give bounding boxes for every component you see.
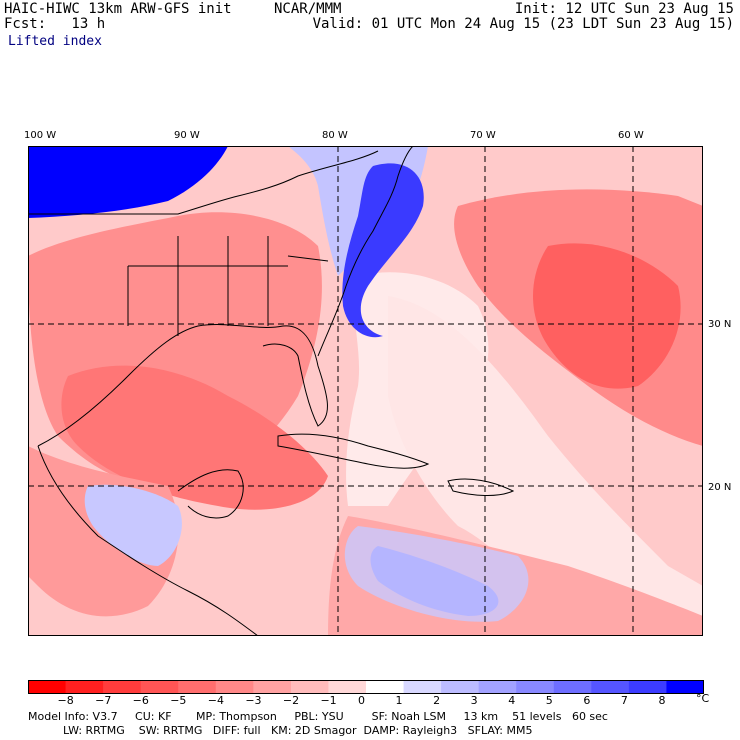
lon-label-100w: 100 W <box>24 130 57 141</box>
red-zone-atlantic-core <box>533 243 681 389</box>
colorbar-tick-label: 3 <box>470 694 478 707</box>
colorbar-tick-label: −6 <box>132 694 149 707</box>
valid-time: Valid: 01 UTC Mon 24 Aug 15 (23 LDT Sun … <box>312 16 734 32</box>
colorbar-tick-label: −3 <box>245 694 262 707</box>
organization-label: NCAR/MMM <box>274 1 342 17</box>
colorbar-tick-label: 5 <box>545 694 553 707</box>
blue-zone-caribbean-light <box>344 526 529 622</box>
model-info-line1: Model Info: V3.7 CU: KF MP: Thompson PBL… <box>28 710 608 723</box>
latlon-grid <box>28 146 703 636</box>
colorbar-swatch <box>628 680 667 694</box>
colorbar-frame <box>28 680 704 694</box>
lon-label-90w: 90 W <box>174 130 200 141</box>
colorbar-swatch <box>403 680 442 694</box>
colorbar-tick-label: −4 <box>207 694 224 707</box>
cuba-coast <box>277 433 430 469</box>
colorbar-swatch <box>516 680 555 694</box>
colorbar-tick-label: 6 <box>583 694 591 707</box>
map-frame <box>28 146 703 636</box>
lon-label-70w: 70 W <box>470 130 496 141</box>
colorbar-units: °C <box>696 692 710 705</box>
lat-label-20n: 20 N <box>708 482 732 493</box>
map-borders <box>28 146 515 636</box>
colorbar-swatch <box>478 680 517 694</box>
blue-zone-north <box>28 146 228 218</box>
us-gulf-coast <box>37 324 328 447</box>
colorbar-tick-label: 2 <box>433 694 441 707</box>
colorbar-tick-label: 8 <box>658 694 666 707</box>
colorbar-swatch <box>215 680 254 694</box>
init-time: Init: 12 UTC Sun 23 Aug 15 <box>514 1 734 17</box>
colorbar-swatch <box>178 680 217 694</box>
colorbar-tick-label: −8 <box>57 694 74 707</box>
hispaniola-coast <box>447 478 515 496</box>
lon-label-60w: 60 W <box>618 130 644 141</box>
colorbar-swatch <box>328 680 367 694</box>
colorbar-swatch <box>290 680 329 694</box>
lon-label-80w: 80 W <box>322 130 348 141</box>
yucatan-coast <box>177 469 244 519</box>
colorbar-swatch <box>103 680 142 694</box>
neutral-ocean-east <box>388 296 703 636</box>
model-title: HAIC-HIWC 13km ARW-GFS init <box>4 1 232 17</box>
blue-zone-mexico <box>84 484 182 566</box>
colorbar-swatch <box>140 680 179 694</box>
mexico-coast <box>37 445 259 636</box>
colorbar-tick-label: −2 <box>282 694 300 707</box>
us-east-coast <box>317 146 414 357</box>
forecast-hour: Fcst: 13 h <box>4 16 106 32</box>
colorbar-tick-label: −5 <box>170 694 187 707</box>
lifted-index-map <box>28 146 703 636</box>
field-name: Lifted index <box>8 34 102 49</box>
colorbar-swatch <box>441 680 480 694</box>
colorbar-swatch <box>28 680 67 694</box>
colorbar-swatch <box>366 680 405 694</box>
lat-label-30n: 30 N <box>708 319 732 330</box>
red-zone-gulf <box>61 365 328 510</box>
colorbar-tick-label: −7 <box>95 694 112 707</box>
colorbar-tick-label: 7 <box>620 694 628 707</box>
us-canada-border <box>28 150 379 215</box>
colorbar-swatch <box>666 680 704 694</box>
colorbar-tick-label: −1 <box>320 694 337 707</box>
colorbar-swatch <box>553 680 592 694</box>
blue-zone-coastal <box>342 163 424 338</box>
colorbar <box>28 680 704 694</box>
colorbar-tick-label: 4 <box>508 694 516 707</box>
colorbar-swatch <box>65 680 104 694</box>
state-lines <box>127 236 329 336</box>
colorbar-tick-label: 0 <box>358 694 365 707</box>
colorbar-swatch <box>591 680 630 694</box>
colorbar-tick-label: 1 <box>395 694 403 707</box>
model-info-line2: LW: RRTMG SW: RRTMG DIFF: full KM: 2D Sm… <box>28 724 533 737</box>
colorbar-swatch <box>253 680 292 694</box>
